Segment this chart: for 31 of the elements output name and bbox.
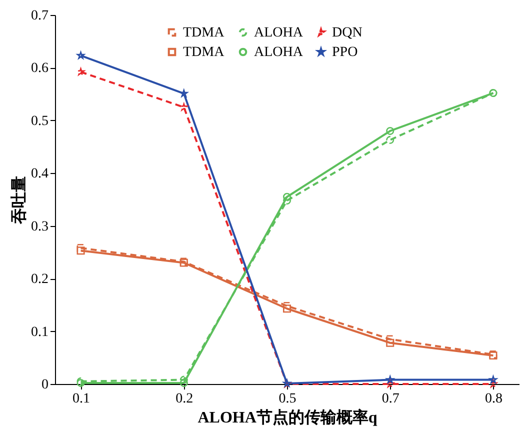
- point: [76, 246, 85, 255]
- legend-label: DQN: [332, 26, 362, 40]
- legend-label: ALOHA: [254, 45, 304, 60]
- y-tick-label: 0.6: [31, 61, 48, 76]
- legend-label: TDMA: [183, 45, 226, 60]
- x-tick-label: 0.5: [278, 392, 296, 406]
- y-tick-label: 0: [42, 378, 48, 392]
- point: [282, 192, 292, 201]
- x-tick-label: 0.7: [382, 392, 400, 406]
- y-tick-label: 0.2: [31, 272, 48, 288]
- y-tick-label: 0.7: [31, 8, 48, 24]
- point: [386, 338, 394, 347]
- point: [282, 196, 292, 205]
- legend-label: TDMA: [183, 25, 226, 40]
- point: [282, 304, 292, 313]
- point: [76, 68, 85, 76]
- x-tick-label: 0.2: [176, 392, 194, 406]
- point: [386, 136, 394, 144]
- x-axis-title: ALOHA节点的传输概率q: [198, 408, 378, 426]
- x-tick-label: 0.8: [484, 392, 502, 406]
- x-tick-label: 0.1: [72, 392, 90, 406]
- y-tick-label: 0.3: [31, 219, 48, 234]
- point: [386, 126, 394, 135]
- y-axis-title: 吞吐量: [10, 176, 28, 225]
- legend-label: ALOHA: [254, 25, 304, 40]
- point: [180, 376, 188, 384]
- y-tick-label: 0.1: [31, 324, 48, 340]
- point: [489, 380, 498, 388]
- legend-label: PPO: [332, 45, 358, 60]
- y-tick-label: 0.5: [31, 114, 48, 129]
- y-tick-label: 0.4: [31, 166, 48, 182]
